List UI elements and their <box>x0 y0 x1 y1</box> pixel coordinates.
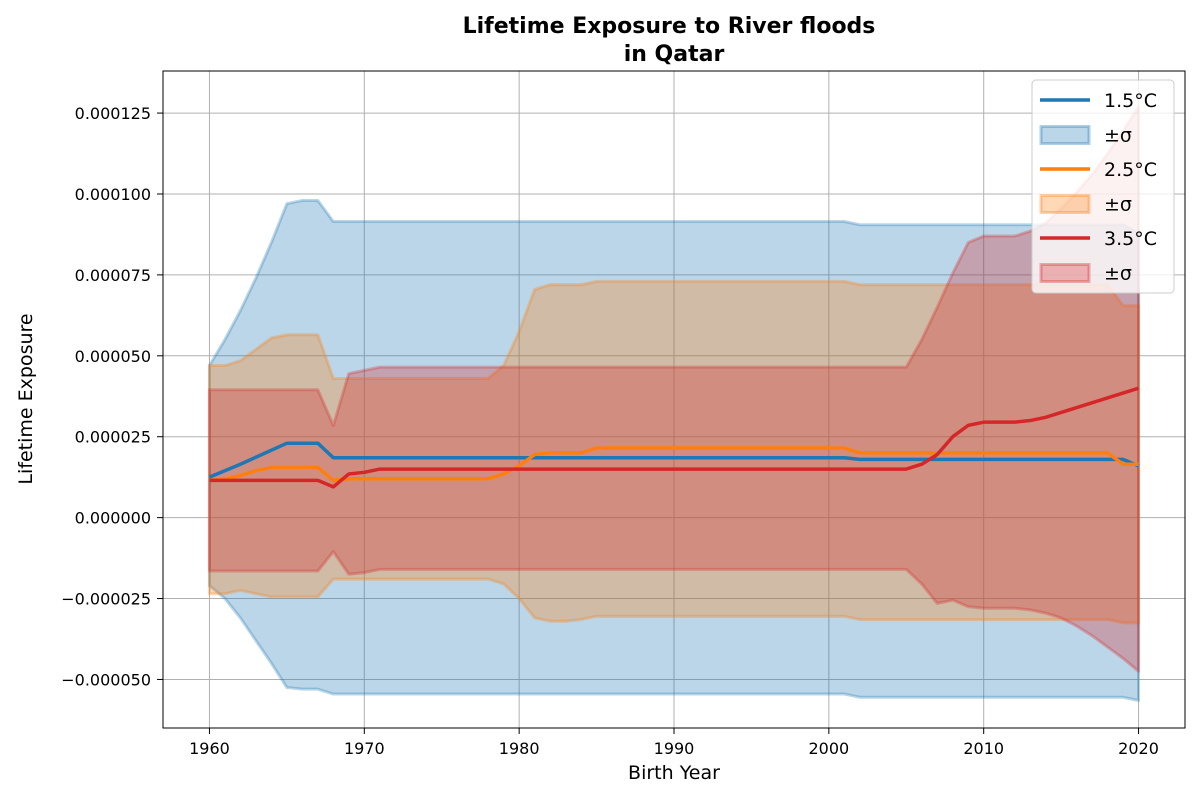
legend-label: ±σ <box>1104 194 1132 216</box>
mean-line-series-1 <box>208 441 1140 479</box>
x-axis-ticks: 1960 1970 1980 1990 2000 2010 2020 <box>189 728 1159 758</box>
y-tick-label: 0.000100 <box>75 185 151 204</box>
y-tick-label: 0.000075 <box>75 266 151 285</box>
legend-band-swatch <box>1039 125 1091 145</box>
x-tick-label: 2020 <box>1118 739 1159 758</box>
legend-band-swatch <box>1039 263 1091 283</box>
y-axis-ticks: −0.000050 −0.000025 0.000000 0.000025 0.0000… <box>61 104 163 689</box>
legend-label: ±σ <box>1104 125 1132 147</box>
y-tick-label: 0.000125 <box>75 104 151 123</box>
legend-label: 3.5°C <box>1104 228 1157 250</box>
x-tick-label: 1980 <box>499 739 540 758</box>
legend: 1.5°C ±σ 2.5°C ±σ 3.5°C ±σ <box>1031 79 1175 294</box>
x-tick-label: 2000 <box>808 739 849 758</box>
chart-title-line-1: Lifetime Exposure to River floods <box>463 14 876 39</box>
y-tick-label: −0.000025 <box>61 590 151 609</box>
sigma-band-series-1 <box>207 198 1141 702</box>
y-tick-label: 0.000000 <box>75 509 151 528</box>
sigma-bands <box>207 105 1141 702</box>
mean-lines <box>208 386 1140 489</box>
y-tick-label: −0.000050 <box>61 670 151 689</box>
legend-band-swatch <box>1039 194 1091 214</box>
legend-label: ±σ <box>1104 263 1132 285</box>
y-tick-label: 0.000050 <box>75 347 151 366</box>
sigma-band-series-2 <box>207 279 1141 625</box>
x-tick-label: 1970 <box>344 739 385 758</box>
sigma-band-series-3 <box>207 105 1141 673</box>
mean-line-series-3 <box>209 386 1140 489</box>
legend-label: 2.5°C <box>1104 159 1157 181</box>
x-tick-label: 1990 <box>654 739 695 758</box>
chart-title-line-2: in Qatar <box>624 42 725 67</box>
x-tick-label: 1960 <box>189 739 230 758</box>
x-tick-label: 2010 <box>963 739 1004 758</box>
y-axis-label: Lifetime Exposure <box>15 313 37 484</box>
y-tick-label: 0.000025 <box>75 428 151 447</box>
legend-label: 1.5°C <box>1104 90 1157 112</box>
grid-lines <box>163 71 1185 728</box>
x-axis-label: Birth Year <box>628 762 720 784</box>
